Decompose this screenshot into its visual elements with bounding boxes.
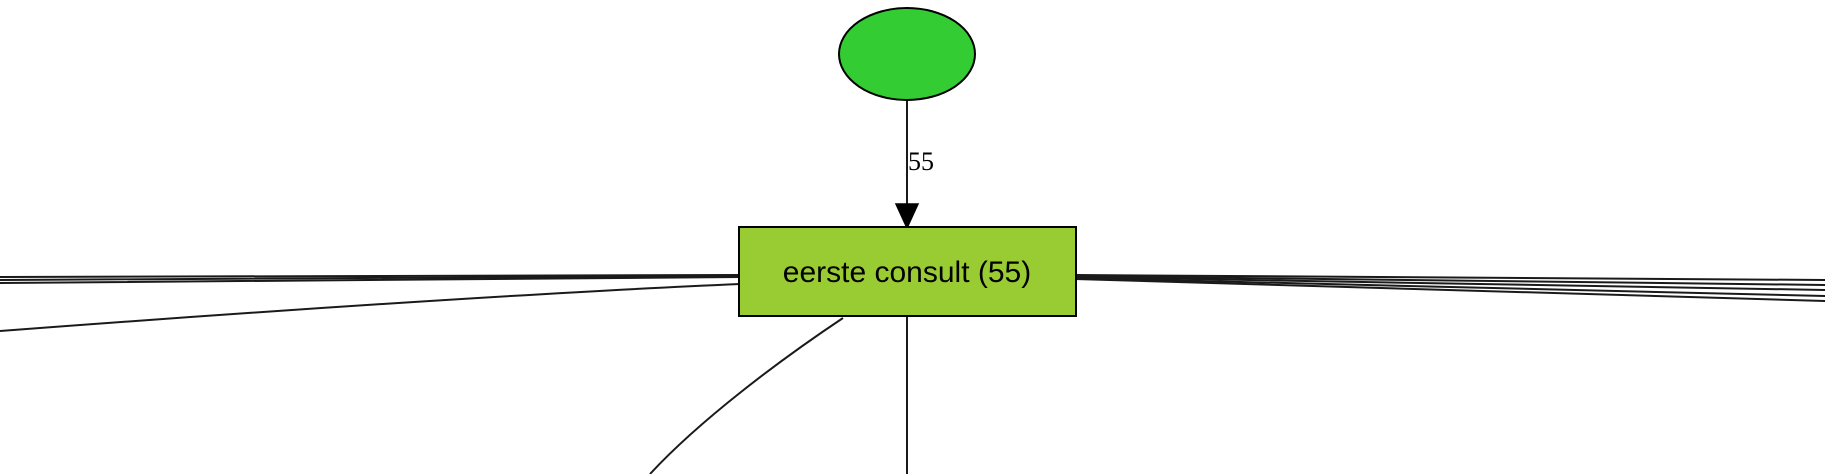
edge-to-left-1 (0, 274, 741, 278)
activity-node-label: eerste consult (55) (783, 256, 1031, 289)
edge-start-to-eerste-consult: 55 (894, 100, 934, 230)
start-node[interactable] (838, 7, 976, 101)
edge-to-right-1 (1074, 274, 1825, 281)
edge-to-right-2 (1074, 275, 1825, 286)
activity-node-box (738, 226, 1077, 317)
edge-to-left-3 (0, 276, 741, 284)
outgoing-edges-left (0, 274, 741, 332)
activity-node-eerste-consult[interactable]: eerste consult (55) (738, 226, 1077, 317)
edge-to-right-3 (1074, 276, 1825, 291)
edge-to-right-5 (1074, 278, 1825, 302)
edge-to-left-4 (0, 283, 741, 332)
arrowhead (894, 203, 920, 230)
outgoing-edges-right (1074, 274, 1825, 302)
edge-label-count: 55 (908, 147, 934, 176)
edge-to-left-2 (0, 275, 741, 281)
edge-to-bottom-curved (649, 317, 844, 474)
outgoing-edges-down (649, 316, 908, 474)
edge-to-right-4 (1074, 277, 1825, 297)
